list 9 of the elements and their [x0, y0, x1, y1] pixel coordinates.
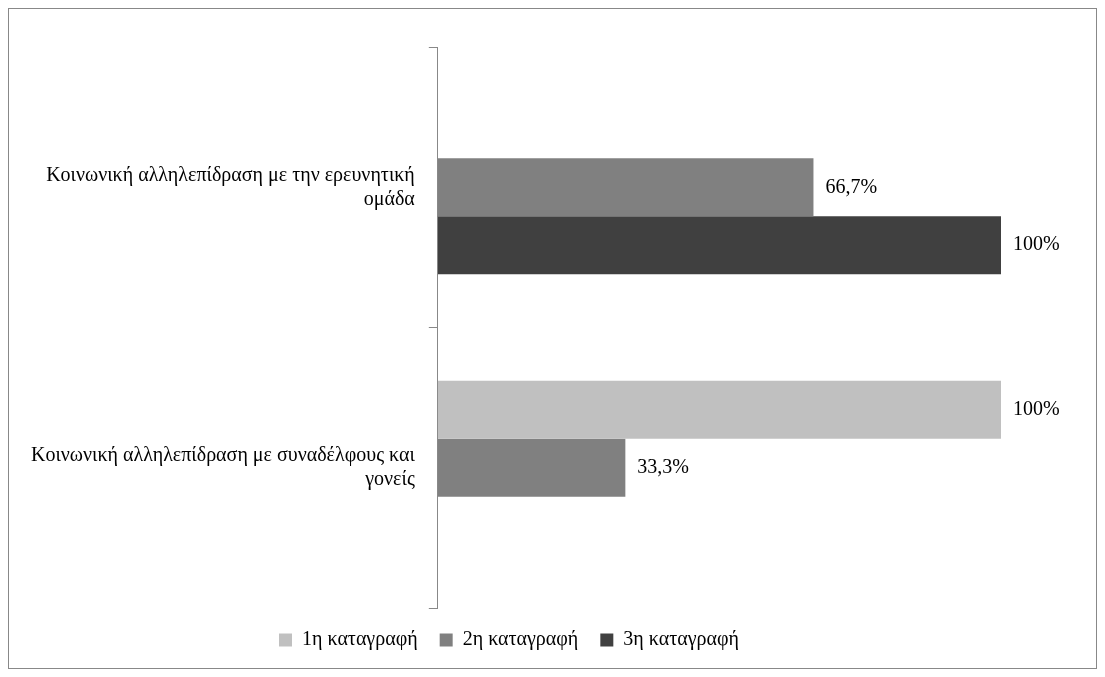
data-label: 100% — [1013, 397, 1060, 420]
legend-label: 2η καταγραφή — [462, 627, 579, 651]
data-label: 100% — [1013, 232, 1060, 255]
legend-label: 1η καταγραφή — [302, 627, 418, 651]
y-tick-label: Κοινωνική αλληλεπίδραση με συναδέλφους και γονείς — [30, 443, 416, 490]
y-tick-label: Κοινωνική αλληλεπίδραση με την ερευνητική ομάδα — [46, 162, 416, 210]
data-label: 66,7% — [825, 174, 878, 197]
legend-label: 3η καταγραφή — [623, 627, 739, 651]
data-label: 33,3% — [637, 455, 690, 477]
